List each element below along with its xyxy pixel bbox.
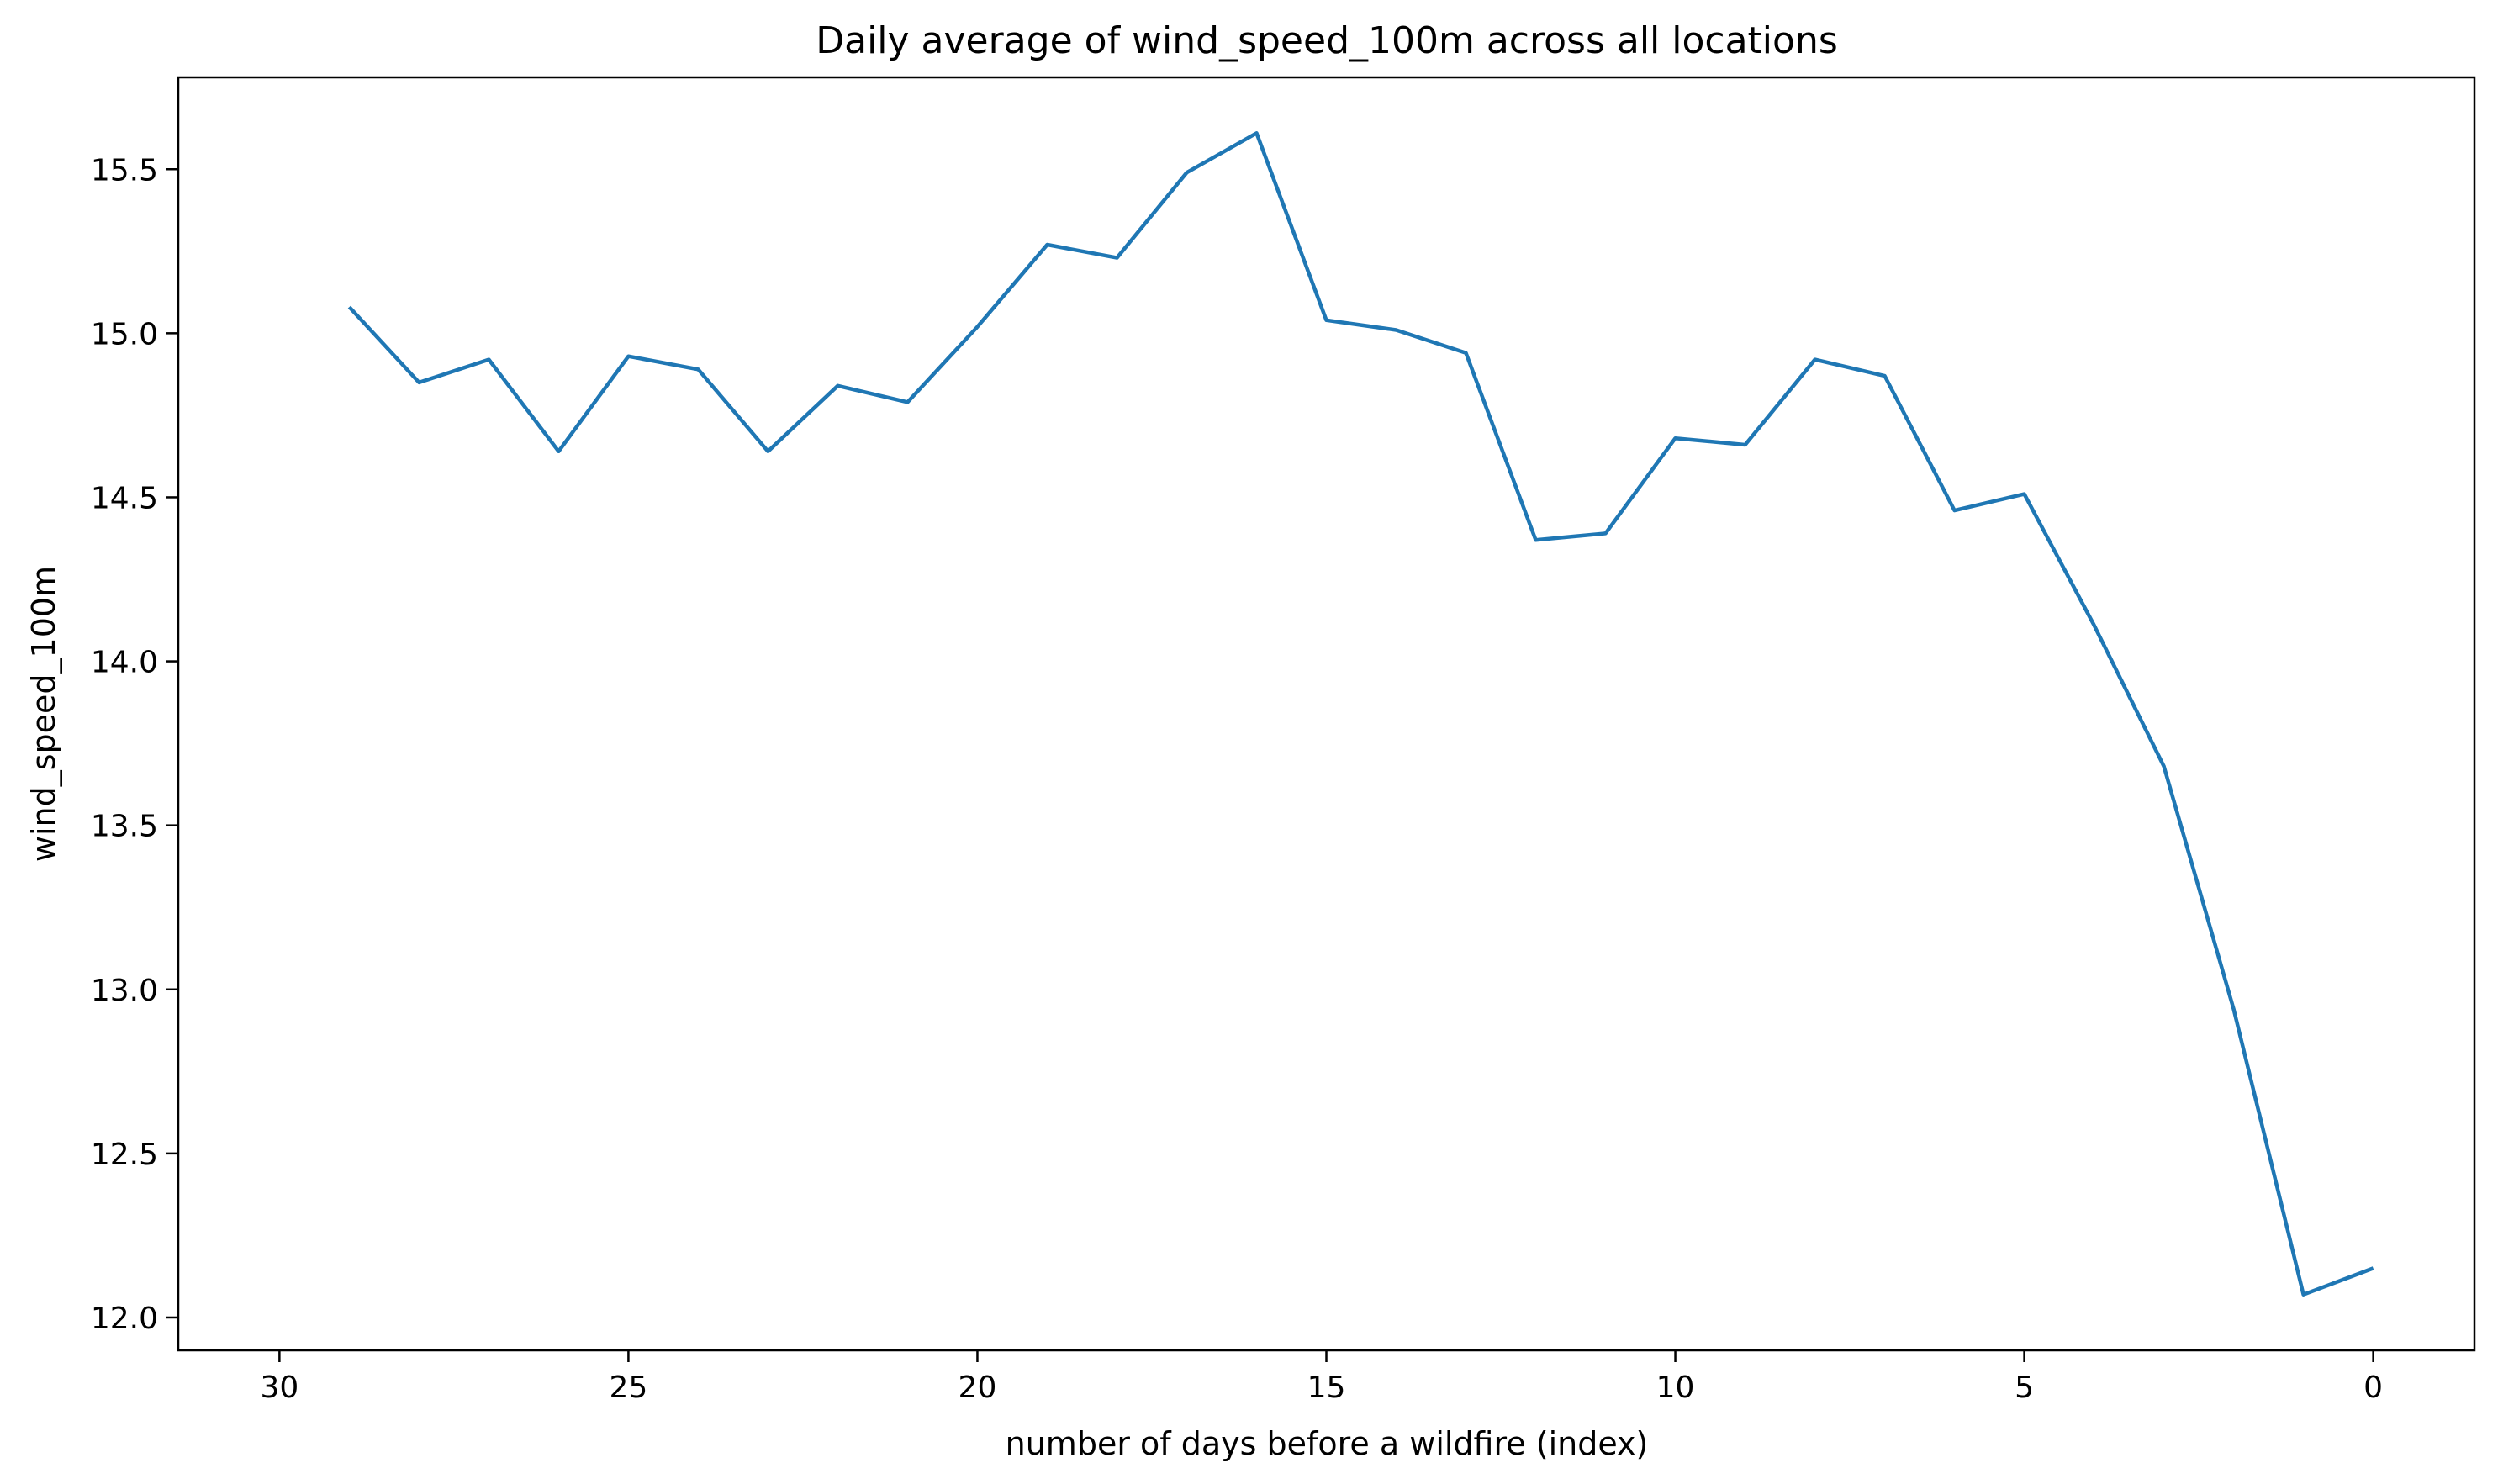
y-tick-label: 13.0 <box>91 974 158 1008</box>
x-tick-label: 15 <box>1307 1370 1346 1405</box>
y-tick-label: 12.5 <box>91 1138 158 1172</box>
series-line-wind-speed-100m <box>347 131 2374 1297</box>
x-tick-label: 5 <box>2015 1370 2034 1405</box>
chart-title: Daily average of wind_speed_100m across … <box>816 19 1838 62</box>
x-tick-label: 25 <box>610 1370 648 1405</box>
y-tick-label: 12.0 <box>91 1302 158 1336</box>
x-tick-label: 30 <box>260 1370 298 1405</box>
y-tick-label: 14.5 <box>91 481 158 515</box>
x-tick-label: 0 <box>2363 1370 2383 1405</box>
y-tick-label: 13.5 <box>91 810 158 844</box>
x-tick-label: 20 <box>959 1370 997 1405</box>
y-axis: 12.0 12.5 13.0 13.5 14.0 14.5 15.0 15.5 <box>91 153 178 1336</box>
y-tick-label: 15.5 <box>91 153 158 187</box>
y-tick-label: 15.0 <box>91 317 158 351</box>
x-axis-label: number of days before a wildfire (index) <box>1006 1425 1649 1462</box>
y-tick-label: 14.0 <box>91 646 158 680</box>
x-tick-label: 10 <box>1656 1370 1695 1405</box>
x-axis: 30 25 20 15 10 5 0 <box>260 1350 2383 1405</box>
y-axis-label: wind_speed_100m <box>25 566 62 862</box>
